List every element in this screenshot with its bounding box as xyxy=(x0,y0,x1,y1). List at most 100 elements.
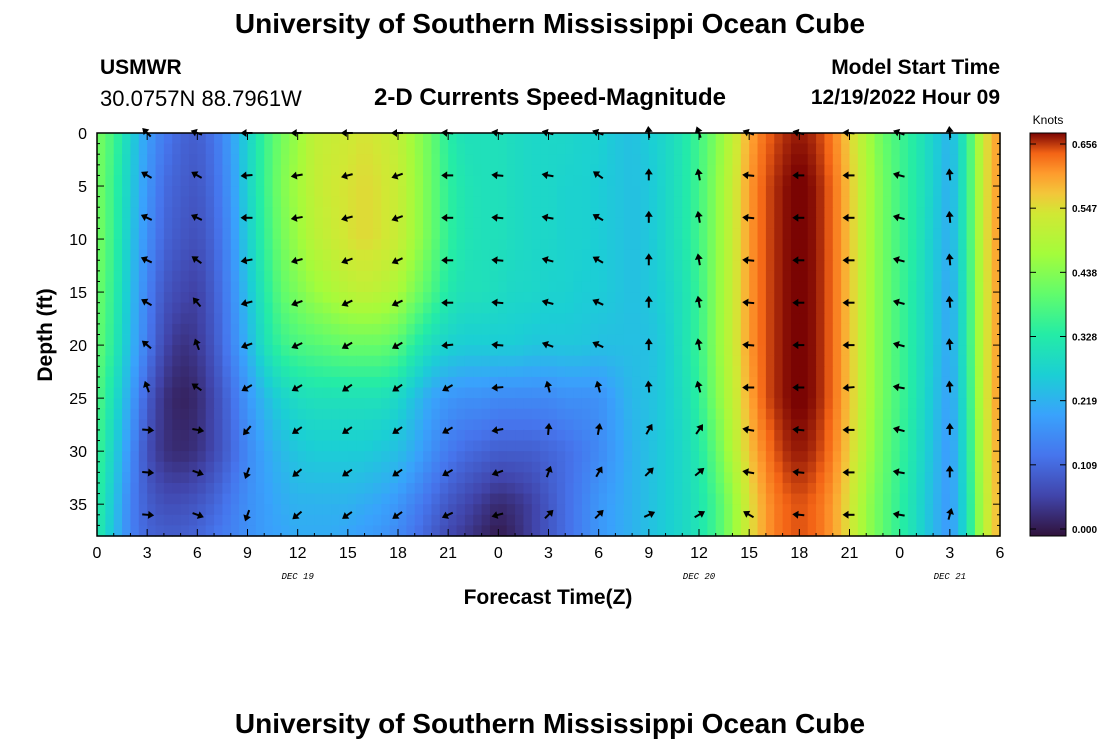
heatmap-cell xyxy=(523,270,533,283)
heatmap-cell xyxy=(740,239,750,251)
heatmap-cell xyxy=(598,429,608,442)
heatmap-cell xyxy=(866,514,876,526)
heatmap-cell xyxy=(515,408,525,420)
heatmap-cell xyxy=(464,281,474,293)
heatmap-cell xyxy=(632,429,642,442)
heatmap-cell xyxy=(657,175,667,187)
heatmap-cell xyxy=(924,334,934,346)
heatmap-cell xyxy=(222,482,232,495)
heatmap-cell xyxy=(832,345,842,357)
heatmap-cell xyxy=(163,366,173,378)
heatmap-cell xyxy=(105,493,115,505)
heatmap-cell xyxy=(113,366,123,378)
heatmap-cell xyxy=(456,249,466,261)
heatmap-cell xyxy=(891,429,901,442)
heatmap-cell xyxy=(406,323,416,336)
heatmap-cell xyxy=(264,133,274,145)
heatmap-cell xyxy=(464,154,474,166)
heatmap-cell xyxy=(481,133,491,145)
heatmap-cell xyxy=(540,334,550,346)
heatmap-cell xyxy=(916,196,926,208)
heatmap-cell xyxy=(648,461,658,473)
heatmap-cell xyxy=(272,249,282,261)
heatmap-cell xyxy=(331,143,341,155)
heatmap-cell xyxy=(414,440,424,452)
heatmap-cell xyxy=(272,175,282,187)
heatmap-cell xyxy=(740,398,750,410)
heatmap-cell xyxy=(180,472,190,484)
heatmap-cell xyxy=(130,133,140,145)
heatmap-cell xyxy=(908,186,917,198)
heatmap-cell xyxy=(289,143,299,155)
heatmap-cell xyxy=(389,175,399,187)
heatmap-cell xyxy=(138,281,148,293)
heatmap-cell xyxy=(765,451,775,463)
heatmap-cell xyxy=(506,514,516,526)
heatmap-cell xyxy=(899,482,909,495)
heatmap-cell xyxy=(707,302,717,314)
heatmap-cell xyxy=(481,525,491,537)
heatmap-cell xyxy=(749,387,759,399)
current-arrow xyxy=(342,468,353,477)
heatmap-cell xyxy=(924,429,934,442)
heatmap-cell xyxy=(924,408,934,420)
heatmap-cell xyxy=(782,302,792,314)
heatmap-cell xyxy=(933,281,943,293)
heatmap-cell xyxy=(322,164,332,177)
heatmap-cell xyxy=(339,292,349,304)
heatmap-cell xyxy=(707,366,717,378)
heatmap-cell xyxy=(306,228,315,240)
heatmap-cell xyxy=(765,493,775,505)
heatmap-cell xyxy=(740,451,750,463)
date-label: DEC 21 xyxy=(934,572,966,582)
heatmap-cell xyxy=(590,504,600,516)
heatmap-cell xyxy=(163,355,173,367)
heatmap-cell xyxy=(607,345,616,357)
heatmap-cell xyxy=(590,525,600,537)
heatmap-cell xyxy=(456,207,466,219)
heatmap-cell xyxy=(214,493,224,505)
heatmap-cell xyxy=(799,493,809,505)
heatmap-cell xyxy=(163,313,173,325)
x-tick-label: 0 xyxy=(494,545,503,562)
heatmap-cell xyxy=(715,228,725,240)
heatmap-cell xyxy=(908,419,917,431)
heatmap-cell xyxy=(356,355,366,367)
heatmap-cell xyxy=(857,345,867,357)
heatmap-cell xyxy=(991,228,1001,240)
heatmap-cell xyxy=(531,345,541,357)
heatmap-cell xyxy=(372,292,382,304)
heatmap-cell xyxy=(306,472,315,484)
heatmap-cell xyxy=(356,164,366,177)
heatmap-cell xyxy=(389,345,399,357)
heatmap-cell xyxy=(908,196,917,208)
heatmap-cell xyxy=(908,461,917,473)
heatmap-cell xyxy=(339,239,349,251)
heatmap-cell xyxy=(891,345,901,357)
heatmap-cell xyxy=(448,154,458,166)
heatmap-cell xyxy=(849,440,859,452)
heatmap-cell xyxy=(983,186,993,198)
heatmap-cell xyxy=(423,429,433,442)
heatmap-cell xyxy=(832,419,842,431)
heatmap-cell xyxy=(431,302,441,314)
heatmap-cell xyxy=(289,504,299,516)
heatmap-cell xyxy=(297,419,307,431)
heatmap-cell xyxy=(657,345,667,357)
heatmap-cell xyxy=(423,419,433,431)
heatmap-cell xyxy=(799,482,809,495)
heatmap-cell xyxy=(297,281,307,293)
heatmap-cell xyxy=(908,355,917,367)
heatmap-cell xyxy=(172,313,182,325)
heatmap-cell xyxy=(506,355,516,367)
heatmap-cell xyxy=(205,217,215,230)
heatmap-cell xyxy=(481,387,491,399)
heatmap-cell xyxy=(857,292,867,304)
heatmap-cell xyxy=(974,451,984,463)
heatmap-cell xyxy=(247,228,257,240)
heatmap-cell xyxy=(113,143,123,155)
heatmap-cell xyxy=(581,175,591,187)
heatmap-cell xyxy=(372,472,382,484)
heatmap-cell xyxy=(916,451,926,463)
heatmap-cell xyxy=(598,482,608,495)
